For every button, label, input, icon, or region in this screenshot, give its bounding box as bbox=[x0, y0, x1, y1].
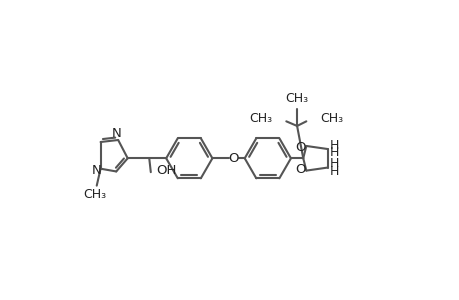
Text: O: O bbox=[294, 141, 305, 154]
Text: CH₃: CH₃ bbox=[319, 112, 342, 125]
Text: H: H bbox=[330, 157, 339, 170]
Text: O: O bbox=[228, 152, 239, 165]
Text: O: O bbox=[294, 163, 305, 176]
Text: H: H bbox=[330, 165, 339, 178]
Text: H: H bbox=[330, 146, 339, 159]
Text: CH₃: CH₃ bbox=[84, 188, 106, 201]
Text: N: N bbox=[92, 164, 101, 177]
Text: OH: OH bbox=[156, 164, 176, 177]
Text: H: H bbox=[330, 139, 339, 152]
Text: CH₃: CH₃ bbox=[249, 112, 272, 125]
Text: CH₃: CH₃ bbox=[285, 92, 308, 105]
Text: N: N bbox=[112, 127, 121, 140]
